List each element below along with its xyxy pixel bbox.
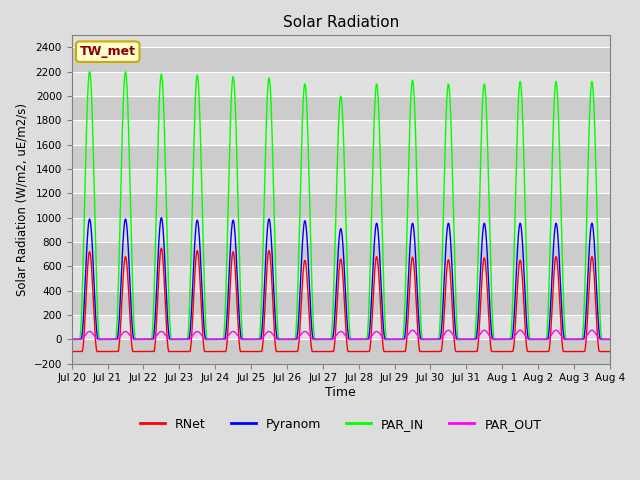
Title: Solar Radiation: Solar Radiation (283, 15, 399, 30)
RNet (177, 348, 185, 354)
Pyranom (604, 336, 612, 342)
PAR_IN (269, 172, 277, 178)
Bar (72, 96, 610, 120)
PAR_IN (177, 336, 185, 342)
PAR_OUT (68, 336, 76, 342)
PAR_OUT (177, 336, 185, 342)
Pyranom (183, 336, 191, 342)
Pyranom (606, 336, 614, 342)
Bar (72, 120, 610, 145)
Pyranom (177, 336, 185, 342)
PAR_OUT (269, 332, 277, 338)
RNet (183, 348, 191, 354)
PAR_OUT (606, 336, 614, 342)
PAR_IN (492, 336, 499, 342)
Bar (72, 193, 610, 218)
Bar (72, 145, 610, 169)
RNet (157, 245, 165, 251)
RNet (604, 348, 612, 354)
Bar (72, 291, 610, 315)
PAR_IN (86, 69, 93, 75)
Line: RNet: RNet (72, 248, 610, 351)
Bar (72, 339, 610, 364)
RNet (68, 348, 76, 354)
Bar (72, 169, 610, 193)
PAR_IN (68, 336, 76, 342)
PAR_OUT (183, 336, 191, 342)
PAR_OUT (492, 336, 499, 342)
PAR_IN (604, 336, 612, 342)
Line: PAR_OUT: PAR_OUT (72, 330, 610, 339)
PAR_IN (606, 336, 614, 342)
PAR_OUT (604, 336, 612, 342)
RNet (269, 307, 277, 313)
Line: Pyranom: Pyranom (72, 218, 610, 339)
Pyranom (269, 275, 277, 280)
PAR_IN (415, 262, 423, 268)
PAR_IN (183, 336, 191, 342)
PAR_OUT (588, 327, 596, 333)
X-axis label: Time: Time (325, 386, 356, 399)
Legend: RNet, Pyranom, PAR_IN, PAR_OUT: RNet, Pyranom, PAR_IN, PAR_OUT (135, 413, 547, 436)
Bar (72, 315, 610, 339)
Bar (72, 48, 610, 72)
Bar (72, 218, 610, 242)
Pyranom (157, 215, 165, 221)
RNet (492, 348, 499, 354)
Bar (72, 266, 610, 291)
RNet (415, 344, 423, 349)
Bar (72, 242, 610, 266)
Pyranom (415, 320, 423, 325)
RNet (606, 348, 614, 354)
Pyranom (68, 336, 76, 342)
Pyranom (492, 336, 499, 342)
PAR_OUT (415, 335, 423, 340)
Line: PAR_IN: PAR_IN (72, 72, 610, 339)
Bar (72, 72, 610, 96)
Y-axis label: Solar Radiation (W/m2, uE/m2/s): Solar Radiation (W/m2, uE/m2/s) (15, 103, 28, 296)
Text: TW_met: TW_met (80, 45, 136, 58)
